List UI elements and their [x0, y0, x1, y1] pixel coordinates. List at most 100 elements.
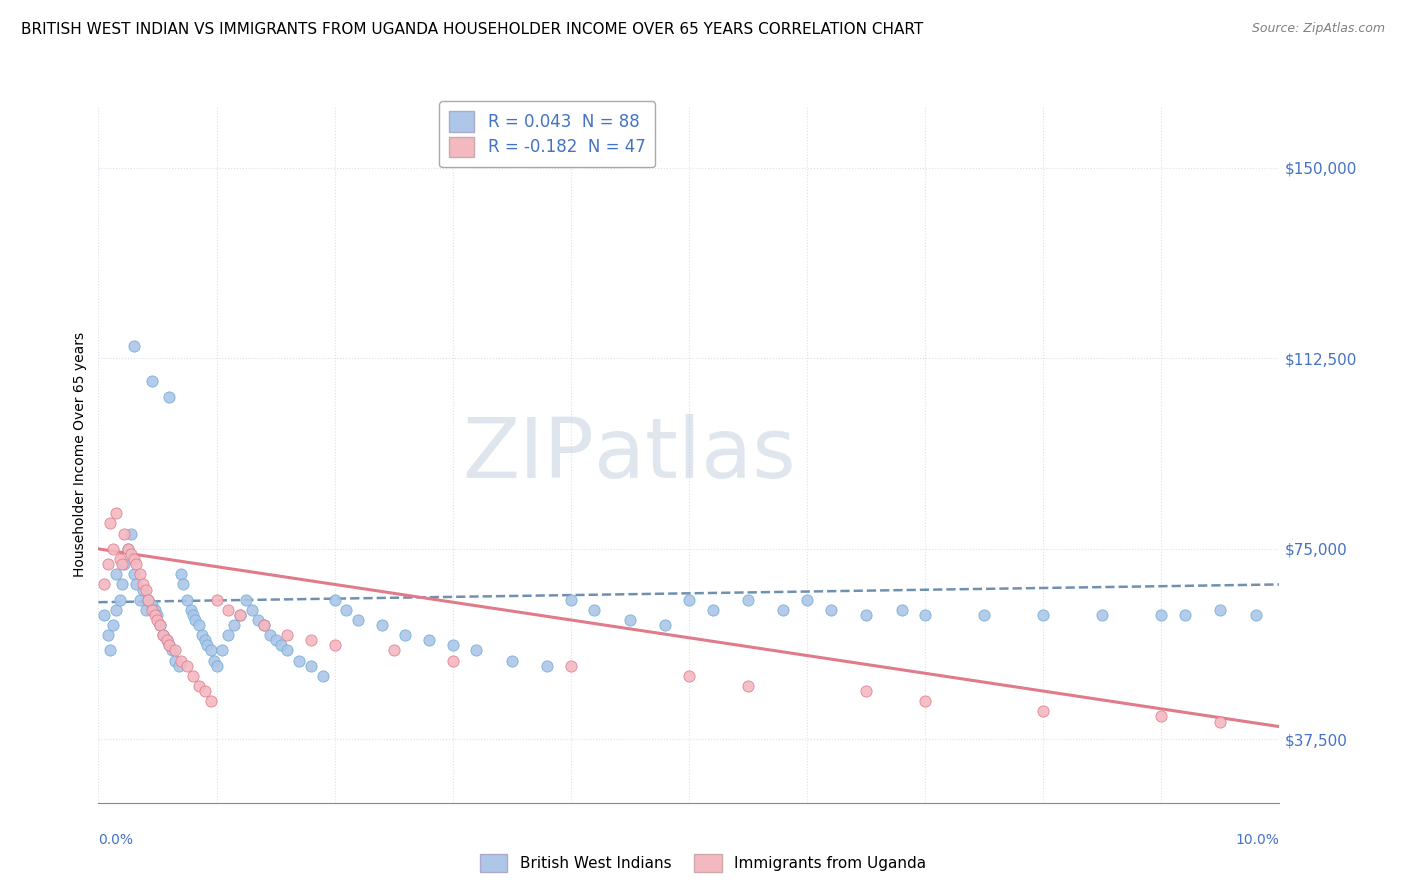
Point — [187, 679, 209, 693]
Point — [141, 598, 163, 612]
Point — [117, 541, 139, 556]
Point — [246, 613, 269, 627]
Point — [157, 639, 180, 653]
Point — [270, 639, 292, 653]
Point — [152, 628, 174, 642]
Point — [128, 592, 150, 607]
Point — [128, 567, 150, 582]
Point — [136, 592, 159, 607]
Point — [202, 654, 225, 668]
Point — [111, 577, 134, 591]
Point — [1150, 709, 1173, 723]
Point — [217, 628, 239, 642]
Text: 0.0%: 0.0% — [98, 833, 134, 847]
Point — [382, 643, 405, 657]
Point — [1032, 705, 1054, 719]
Point — [1091, 607, 1114, 622]
Point — [737, 592, 759, 607]
Point — [93, 607, 115, 622]
Point — [125, 557, 148, 571]
Point — [347, 613, 370, 627]
Point — [224, 618, 246, 632]
Point — [98, 516, 121, 531]
Point — [105, 567, 128, 582]
Legend: British West Indians, Immigrants from Uganda: British West Indians, Immigrants from Ug… — [472, 846, 934, 880]
Point — [501, 654, 523, 668]
Point — [312, 669, 335, 683]
Point — [194, 633, 217, 648]
Point — [1150, 607, 1173, 622]
Point — [211, 643, 233, 657]
Point — [205, 592, 228, 607]
Point — [418, 633, 440, 648]
Point — [149, 618, 172, 632]
Point — [141, 374, 163, 388]
Point — [121, 547, 143, 561]
Point — [172, 577, 194, 591]
Point — [583, 603, 606, 617]
Point — [156, 633, 179, 648]
Point — [93, 577, 115, 591]
Point — [820, 603, 842, 617]
Point — [135, 582, 157, 597]
Text: 10.0%: 10.0% — [1236, 833, 1279, 847]
Point — [702, 603, 724, 617]
Point — [180, 603, 202, 617]
Point — [170, 654, 193, 668]
Point — [105, 603, 128, 617]
Text: BRITISH WEST INDIAN VS IMMIGRANTS FROM UGANDA HOUSEHOLDER INCOME OVER 65 YEARS C: BRITISH WEST INDIAN VS IMMIGRANTS FROM U… — [21, 22, 924, 37]
Point — [97, 628, 120, 642]
Point — [121, 526, 143, 541]
Point — [200, 643, 222, 657]
Point — [1244, 607, 1267, 622]
Point — [678, 669, 700, 683]
Point — [112, 557, 135, 571]
Text: atlas: atlas — [595, 415, 796, 495]
Point — [229, 607, 252, 622]
Point — [536, 658, 558, 673]
Point — [125, 577, 148, 591]
Point — [167, 658, 190, 673]
Text: Source: ZipAtlas.com: Source: ZipAtlas.com — [1251, 22, 1385, 36]
Point — [371, 618, 394, 632]
Point — [191, 628, 214, 642]
Point — [122, 552, 145, 566]
Point — [654, 618, 676, 632]
Point — [141, 603, 163, 617]
Point — [796, 592, 818, 607]
Point — [157, 639, 180, 653]
Point — [187, 618, 209, 632]
Point — [105, 506, 128, 520]
Point — [135, 603, 157, 617]
Point — [678, 592, 700, 607]
Point — [108, 552, 131, 566]
Point — [149, 618, 172, 632]
Point — [152, 628, 174, 642]
Point — [194, 684, 217, 698]
Point — [181, 669, 204, 683]
Point — [112, 526, 135, 541]
Point — [170, 567, 193, 582]
Point — [101, 541, 124, 556]
Point — [181, 607, 204, 622]
Point — [122, 339, 145, 353]
Point — [97, 557, 120, 571]
Point — [299, 633, 322, 648]
Point — [441, 639, 464, 653]
Point — [288, 654, 311, 668]
Point — [217, 603, 239, 617]
Point — [253, 618, 276, 632]
Point — [108, 592, 131, 607]
Point — [229, 607, 252, 622]
Point — [195, 639, 218, 653]
Point — [98, 643, 121, 657]
Legend: R = 0.043  N = 88, R = -0.182  N = 47: R = 0.043 N = 88, R = -0.182 N = 47 — [439, 102, 655, 167]
Point — [1174, 607, 1197, 622]
Point — [143, 603, 166, 617]
Point — [276, 628, 298, 642]
Point — [259, 628, 281, 642]
Point — [737, 679, 759, 693]
Point — [157, 390, 180, 404]
Point — [156, 633, 179, 648]
Point — [323, 639, 346, 653]
